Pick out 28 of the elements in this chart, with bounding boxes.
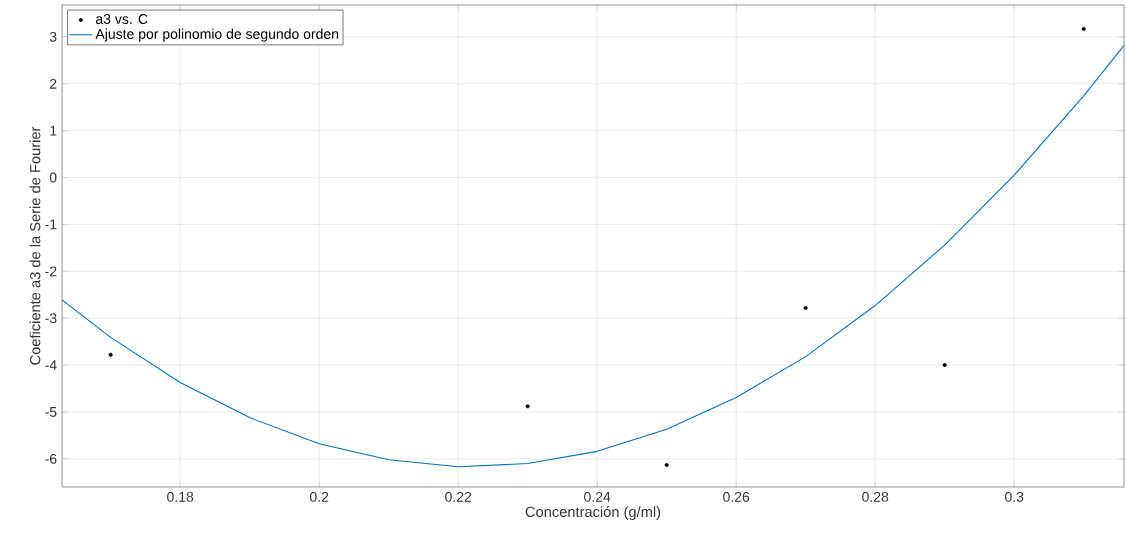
y-tick-label: 2	[50, 78, 57, 89]
x-tick-label: 0.2	[309, 491, 329, 502]
x-tick-label: 0.22	[445, 491, 472, 502]
y-tick-label: -4	[45, 360, 57, 370]
y-tick-label: -3	[45, 313, 57, 324]
x-axis-title: Concentración (g/ml)	[525, 506, 661, 520]
x-tick-label: 0.3	[1005, 491, 1024, 502]
point	[1081, 26, 1086, 31]
point	[108, 352, 113, 357]
y-tick-label: -2	[45, 266, 57, 277]
x-tick-label: 0.28	[862, 491, 889, 502]
y-tick-label: 3	[49, 31, 57, 42]
point	[664, 462, 669, 467]
line-series	[62, 44, 1124, 468]
x-tick-label: 0.24	[584, 491, 611, 502]
y-tick-label: 0	[49, 172, 57, 183]
x-tick-label: 0.18	[167, 491, 194, 502]
x-tick-label: 0.26	[723, 491, 750, 502]
point	[803, 305, 808, 310]
y-tick-label: 1	[50, 125, 57, 136]
y-axis-title: Coeficiente a3 de la Serie de Fourier	[29, 126, 41, 365]
point	[942, 363, 947, 368]
y-tick-label: -6	[45, 453, 57, 464]
legend-label: Ajuste por polinomio de segundo orden	[95, 28, 339, 42]
y-tick-label: -1	[45, 219, 57, 230]
legend-label: a3 vs. C	[96, 14, 148, 24]
y-tick-label: -5	[45, 407, 57, 417]
point	[525, 404, 530, 409]
